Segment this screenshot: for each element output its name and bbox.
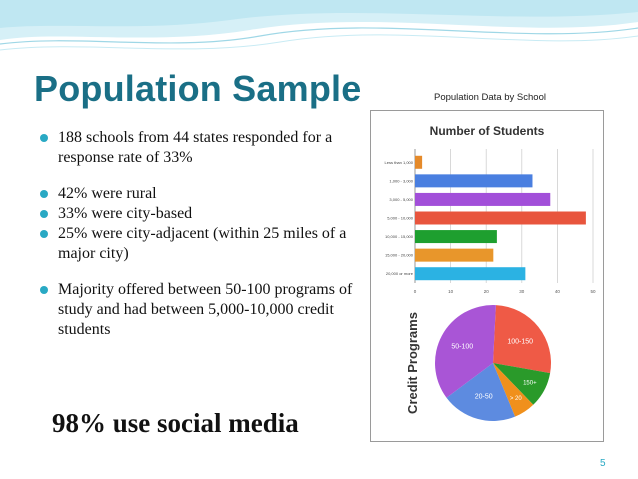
bullet-dot-icon bbox=[40, 210, 48, 218]
y-tick-label: 5,000 - 10,000 bbox=[387, 216, 414, 221]
bar-6 bbox=[415, 248, 494, 262]
pie-slice-1 bbox=[493, 305, 551, 374]
bar-3 bbox=[415, 192, 551, 206]
panel-caption: Population Data by School bbox=[434, 92, 546, 103]
pie-slice-5 bbox=[435, 305, 496, 398]
bullet-item: 42% were rural bbox=[40, 184, 360, 204]
bar-chart: Number of Students 0 10 20 30 40 50 Less than 1… bbox=[385, 124, 596, 294]
pie-slice-label: 150+ bbox=[523, 381, 537, 387]
x-tick-label: 0 bbox=[414, 289, 417, 294]
pie-slice-3 bbox=[493, 363, 534, 417]
bar-7 bbox=[415, 267, 526, 281]
bar-4 bbox=[415, 211, 586, 225]
bullet-item: Majority offered between 50-100 programs… bbox=[40, 280, 360, 340]
pie-slice-label: 50-100 bbox=[451, 344, 473, 351]
bar-chart-title: Number of Students bbox=[430, 124, 545, 138]
bullet-item: 188 schools from 44 states responded for… bbox=[40, 128, 360, 168]
y-tick-label: 1,000 - 3,000 bbox=[389, 178, 413, 183]
y-tick-label: 3,000 - 5,000 bbox=[389, 197, 413, 202]
bullet-dot-icon bbox=[40, 190, 48, 198]
x-tick-label: 40 bbox=[555, 289, 561, 294]
bullet-text: 42% were rural bbox=[58, 185, 157, 202]
header-wave-decoration bbox=[0, 0, 638, 51]
bullet-text: 188 schools from 44 states responded for… bbox=[58, 129, 333, 166]
pie-chart: Credit Programs 100-150 150+ > 20 20-50 50-10… bbox=[405, 305, 551, 421]
chart-figure: Number of Students 0 10 20 30 40 50 Less than 1… bbox=[370, 110, 604, 442]
pie-slice-label: 100-150 bbox=[507, 338, 533, 345]
pie-slice-label: > 20 bbox=[510, 396, 523, 402]
bar-1 bbox=[415, 155, 423, 169]
bullet-dot-icon bbox=[40, 286, 48, 294]
pie-slice-label: 20-50 bbox=[475, 394, 493, 401]
bullet-dot-icon bbox=[40, 134, 48, 142]
bullet-text: Majority offered between 50-100 programs… bbox=[58, 281, 353, 338]
bullet-text: 33% were city-based bbox=[58, 205, 193, 222]
x-tick-label: 10 bbox=[448, 289, 454, 294]
y-tick-label: 10,000 - 15,000 bbox=[385, 234, 414, 239]
bullet-item: 25% were city-adjacent (within 25 miles … bbox=[40, 224, 360, 264]
y-tick-label: 20,000 or more bbox=[386, 271, 414, 276]
tagline: 98% use social media bbox=[52, 408, 299, 438]
pie-chart-title: Credit Programs bbox=[405, 312, 420, 414]
page-number: 5 bbox=[600, 458, 606, 469]
bullet-text: 25% were city-adjacent (within 25 miles … bbox=[58, 225, 347, 262]
bullet-item: 33% were city-based bbox=[40, 204, 360, 224]
pie-slice-4 bbox=[446, 363, 516, 421]
bar-5 bbox=[415, 230, 497, 244]
x-tick-label: 20 bbox=[484, 289, 490, 294]
bar-2 bbox=[415, 174, 533, 188]
bullet-dot-icon bbox=[40, 230, 48, 238]
y-tick-label: 15,000 - 20,000 bbox=[385, 253, 414, 258]
pie-slice-2 bbox=[493, 363, 551, 405]
bullet-list: 188 schools from 44 states responded for… bbox=[40, 128, 360, 340]
x-tick-label: 30 bbox=[519, 289, 525, 294]
page-title: Population Sample bbox=[34, 68, 362, 109]
x-tick-label: 50 bbox=[590, 289, 596, 294]
y-tick-label: Less than 1,000 bbox=[385, 160, 414, 165]
